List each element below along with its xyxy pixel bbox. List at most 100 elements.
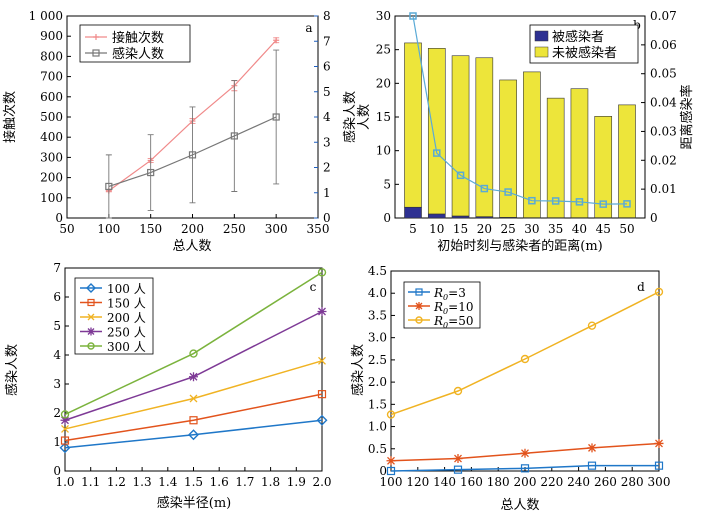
x-tick-label: 1.4	[158, 475, 177, 489]
x-tick-label: 100	[97, 222, 120, 236]
x-tick-label: 30	[524, 222, 539, 236]
legend-marker	[87, 327, 95, 336]
panel-b: 0 5 10 15 20 25 30 0 0.01 0.02 0.03 0.04 0.05 0.06 0.0…	[357, 9, 695, 254]
legend-label: R0=3	[433, 286, 466, 302]
y-tick-label: 4.5	[368, 264, 387, 278]
x-tick-label: 220	[540, 475, 563, 489]
y-tick-label: 15	[376, 110, 391, 124]
x-tick-label: 50	[59, 222, 74, 236]
y2-tick-label: 2	[323, 161, 331, 175]
legend-label: R0=10	[433, 300, 473, 316]
rate-point	[623, 200, 631, 208]
x-tick-label: 15	[453, 222, 468, 236]
data-point	[654, 461, 664, 470]
legend-label: 150 人	[107, 297, 146, 311]
x-tick-label: 1.5	[184, 475, 203, 489]
y-tick-label: 600	[40, 90, 63, 104]
legend-label: 感染人数	[112, 46, 164, 62]
x-tick-label: 40	[572, 222, 587, 236]
legend-label: 被感染者	[552, 29, 604, 45]
y2-tick-label: 1	[323, 186, 331, 200]
y-tick-label: 500	[40, 110, 63, 124]
x-tick-label: 300	[265, 222, 288, 236]
bar-not-infected	[404, 42, 422, 208]
x-tick-label: 250	[223, 222, 246, 236]
legend-marker	[415, 302, 423, 310]
y-axis-label: 距离感染率	[679, 84, 695, 149]
legend-marker	[87, 298, 95, 307]
series-line	[108, 116, 277, 188]
legend-marker	[415, 316, 423, 324]
x-tick-label: 5	[409, 222, 417, 236]
x-tick-label: 200	[514, 475, 537, 489]
y-tick-label: 0	[55, 211, 63, 225]
data-point	[587, 461, 597, 470]
y-axis-label: 感染人数	[350, 344, 366, 396]
y2-tick-label: 6	[323, 60, 331, 74]
x-tick-label: 300	[648, 475, 671, 489]
rate-point	[551, 197, 560, 205]
y-tick-label: 25	[376, 43, 391, 57]
x-tick-label: 2.0	[312, 475, 331, 489]
data-point	[318, 356, 326, 365]
y-axis-label: 感染人数	[342, 91, 358, 143]
data-point	[654, 438, 664, 448]
legend-label-tail: =50	[448, 314, 473, 328]
y-tick-label: 400	[40, 130, 63, 144]
panel-a: 0 100 200 300 400 500 600 700 800 900 1 000 0 1 2 3 4 5 6…	[2, 9, 358, 254]
x-tick-label: 160	[460, 475, 483, 489]
data-point	[60, 415, 70, 425]
y-tick-label: 1.5	[368, 397, 387, 411]
y-tick-label: 4.0	[368, 286, 387, 300]
data-point	[386, 456, 396, 466]
y-tick-label: 800	[40, 49, 63, 63]
panel-c: 0 1 2 3 4 5 6 7 1.0 1.1 1.2 1.3 1.4 1.5 1.6 1.7 1.8 1.9 2.…	[4, 261, 332, 511]
x-tick-label: 140	[433, 475, 456, 489]
legend-label: 250 人	[107, 326, 146, 340]
data-point	[317, 268, 327, 277]
y2-tick-label: 7	[323, 34, 331, 48]
y-tick-label: 10	[376, 144, 391, 158]
bar-not-infected	[523, 71, 541, 218]
x-tick-label: 150	[139, 222, 162, 236]
x-tick-label: 20	[477, 222, 492, 236]
panel-label: c	[310, 280, 317, 294]
y2-tick-label: 0.04	[650, 96, 677, 110]
x-tick-label: 25	[500, 222, 515, 236]
data-point	[453, 465, 463, 474]
y-tick-label: 20	[376, 76, 391, 90]
rate-line	[412, 15, 628, 205]
x-tick-label: 180	[487, 475, 510, 489]
bar-not-infected	[546, 97, 565, 218]
x-tick-label: 1.3	[133, 475, 152, 489]
bar-not-infected	[451, 55, 470, 217]
series-line	[390, 464, 659, 472]
x-tick-label: 200	[181, 222, 204, 236]
x-tick-label: 260	[594, 475, 617, 489]
data-point	[189, 416, 198, 425]
data-point	[520, 464, 530, 473]
legend-label-sub: 0	[443, 321, 448, 330]
legend-label: 200 人	[107, 311, 146, 325]
x-tick-label: 240	[567, 475, 590, 489]
data-point	[453, 454, 463, 464]
legend-label-sub: 0	[443, 307, 448, 316]
legend-marker	[93, 34, 99, 40]
y-tick-label: 100	[40, 191, 63, 205]
y-tick-label: 3.0	[368, 331, 387, 345]
y-tick-label: 1	[53, 435, 61, 449]
x-tick-label: 45	[596, 222, 611, 236]
legend-label-main: R	[433, 300, 443, 314]
y2-tick-label: 0.03	[650, 124, 677, 138]
data-point	[60, 436, 70, 445]
y-tick-label: 0	[383, 211, 391, 225]
y-tick-label: 1 000	[29, 9, 63, 23]
legend-label-main: R	[433, 286, 443, 300]
data-point	[230, 132, 238, 140]
y-tick-label: 2.5	[368, 353, 387, 367]
data-point	[59, 442, 71, 454]
rate-point	[504, 188, 512, 196]
